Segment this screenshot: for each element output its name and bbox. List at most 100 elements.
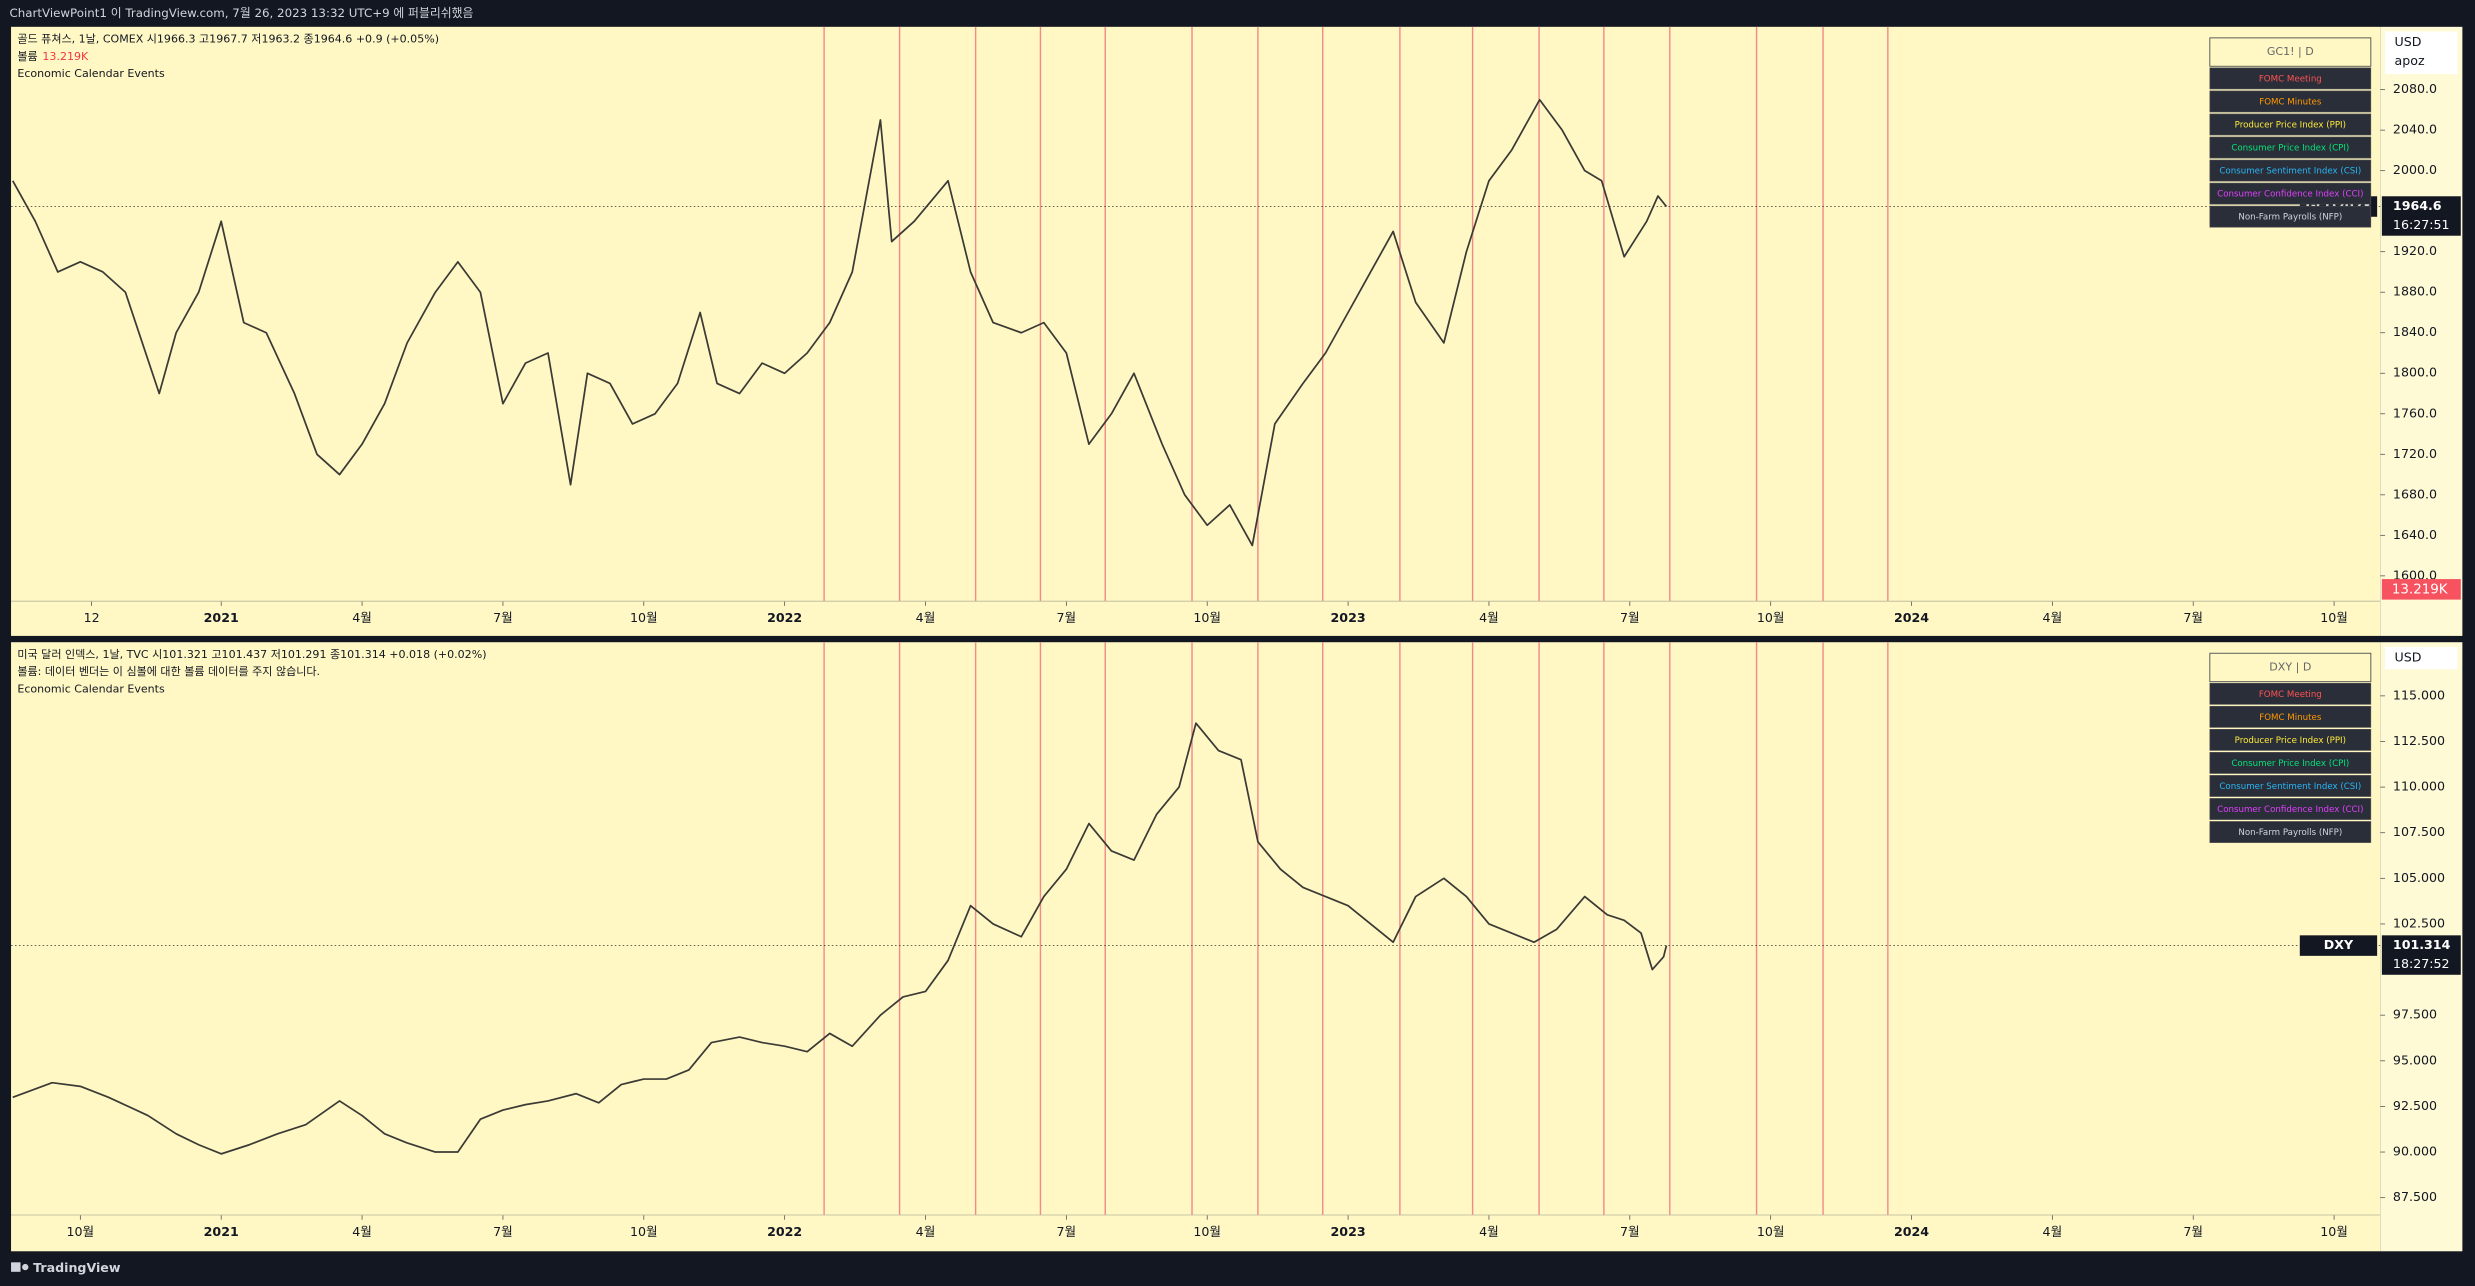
legend-item-box <box>2209 752 2372 774</box>
legend-item: Non-Farm Payrolls (NFP) <box>2238 828 2342 838</box>
y-tick-label: 2080.0 <box>2393 81 2437 96</box>
countdown-label: 16:27:51 <box>2393 217 2450 232</box>
legend-item: Producer Price Index (PPI) <box>2235 736 2346 746</box>
x-tick-label: 7월 <box>2183 1224 2203 1239</box>
x-tick-label: 7월 <box>1620 1224 1640 1239</box>
x-tick-label: 2021 <box>204 610 239 625</box>
symbol-title: 골드 퓨쳐스, 1날, COMEX 시1966.3 고1967.7 저1963.… <box>17 32 439 45</box>
countdown-label: 18:27:52 <box>2393 956 2450 971</box>
y-tick-label: 110.000 <box>2393 779 2445 794</box>
y-tick-label: 1720.0 <box>2393 446 2437 461</box>
legend-item-box <box>2209 90 2372 113</box>
volume-axis-label: 13.219K <box>2392 582 2449 597</box>
legend-title-box <box>2209 37 2372 67</box>
x-tick-label: 12 <box>84 610 100 625</box>
legend-item-box <box>2209 113 2372 136</box>
y-tick-label: 90.000 <box>2393 1144 2437 1159</box>
legend-item-box <box>2209 159 2372 182</box>
price-line <box>12 722 1668 1155</box>
x-tick-label: 10월 <box>1193 610 1221 625</box>
x-tick-label: 10월 <box>67 1224 95 1239</box>
footer-logo <box>11 1262 29 1272</box>
y-tick-label: 87.500 <box>2393 1189 2437 1204</box>
x-tick-label: 7월 <box>493 610 513 625</box>
price-line <box>11 98 1668 547</box>
footer-brand: TradingView <box>33 1260 121 1275</box>
legend-item-box <box>2209 705 2372 728</box>
y-tick-label: 92.500 <box>2393 1098 2437 1113</box>
x-tick-label: 2023 <box>1331 610 1366 625</box>
y-tick-label: 102.500 <box>2393 915 2445 930</box>
x-tick-label: 7월 <box>2183 610 2203 625</box>
x-tick-label: 2022 <box>767 610 802 625</box>
x-tick-label: 10월 <box>1757 1224 1785 1239</box>
x-tick-label: 4월 <box>2043 1224 2063 1239</box>
x-tick-label: 4월 <box>1479 610 1499 625</box>
y-tick-label: 1680.0 <box>2393 486 2437 501</box>
y-tick-label: 1920.0 <box>2393 243 2437 258</box>
currency-box <box>2385 646 2458 670</box>
x-tick-label: 4월 <box>352 1224 372 1239</box>
currency-note: apoz <box>2394 53 2424 68</box>
price-axis-background <box>2380 26 2463 636</box>
symbol-box <box>2299 935 2378 956</box>
y-tick-label: 105.000 <box>2393 870 2445 885</box>
x-tick-label: 2024 <box>1894 1224 1929 1239</box>
legend-item: Consumer Price Index (CPI) <box>2231 144 2349 154</box>
legend-item-box <box>2209 682 2372 705</box>
currency-box <box>2385 31 2458 75</box>
volume-text: 볼륨: 데이터 벤더는 이 심볼에 대한 볼륨 데이터를 주지 않습니다. <box>17 665 320 678</box>
y-tick-label: 2000.0 <box>2393 162 2437 177</box>
symbol-title: 미국 달러 인덱스, 1날, TVC 시101.321 고101.437 저10… <box>17 647 486 661</box>
legend-item: Consumer Sentiment Index (CSI) <box>2219 782 2361 792</box>
annotation: Economic Calendar Events <box>17 67 165 80</box>
x-tick-label: 10월 <box>630 1224 658 1239</box>
y-tick-label: 1880.0 <box>2393 284 2437 299</box>
publish-header: ChartViewPoint1 이 TradingView.com, 7월 26… <box>9 6 473 20</box>
x-tick-label: 10월 <box>1757 610 1785 625</box>
volume-value: 13.219K <box>42 50 89 63</box>
legend-title: DXY | D <box>2269 660 2311 673</box>
legend-item-box <box>2209 67 2372 90</box>
volume-text: 볼륨 <box>17 50 37 63</box>
x-tick-label: 7월 <box>1057 610 1077 625</box>
legend-item-box <box>2209 728 2372 751</box>
y-tick-label: 1760.0 <box>2393 405 2437 420</box>
x-tick-label: 10월 <box>630 610 658 625</box>
y-tick-label: 107.500 <box>2393 824 2445 839</box>
last-price-box <box>2381 196 2461 236</box>
x-tick-label: 4월 <box>352 610 372 625</box>
annotation: Economic Calendar Events <box>17 683 165 696</box>
legend-item: Consumer Sentiment Index (CSI) <box>2219 167 2361 177</box>
x-tick-label: 10월 <box>2320 1224 2348 1239</box>
legend-item-box <box>2209 821 2372 843</box>
x-tick-label: 7월 <box>1057 1224 1077 1239</box>
x-tick-label: 4월 <box>916 1224 936 1239</box>
x-tick-label: 2021 <box>204 1224 239 1239</box>
last-price-label: 101.314 <box>2393 937 2451 952</box>
volume-box <box>2381 579 2461 600</box>
legend-item-box <box>2209 775 2372 797</box>
y-tick-label: 115.000 <box>2393 687 2445 702</box>
legend-item: FOMC Meeting <box>2259 74 2322 84</box>
legend-item: Consumer Confidence Index (CCI) <box>2217 805 2363 815</box>
x-tick-label: 2023 <box>1331 1224 1366 1239</box>
symbol-label: DXY <box>2324 937 2354 952</box>
x-tick-label: 10월 <box>2320 610 2348 625</box>
y-tick-label: 97.500 <box>2393 1007 2437 1022</box>
y-tick-label: 95.000 <box>2393 1052 2437 1067</box>
x-tick-label: 7월 <box>1620 610 1640 625</box>
legend-item: FOMC Minutes <box>2259 713 2322 723</box>
legend-title-box <box>2209 652 2372 683</box>
legend-item: Producer Price Index (PPI) <box>2235 120 2346 130</box>
legend-item-box <box>2209 136 2372 159</box>
y-tick-label: 1640.0 <box>2393 527 2437 542</box>
legend-item-box <box>2209 205 2372 228</box>
plot-background <box>11 642 2381 1252</box>
plot-background <box>11 26 2381 636</box>
x-tick-label: 4월 <box>2043 610 2063 625</box>
legend-item-box <box>2209 182 2372 205</box>
legend-title: GC1! | D <box>2267 45 2314 58</box>
legend-item: FOMC Minutes <box>2259 97 2322 107</box>
